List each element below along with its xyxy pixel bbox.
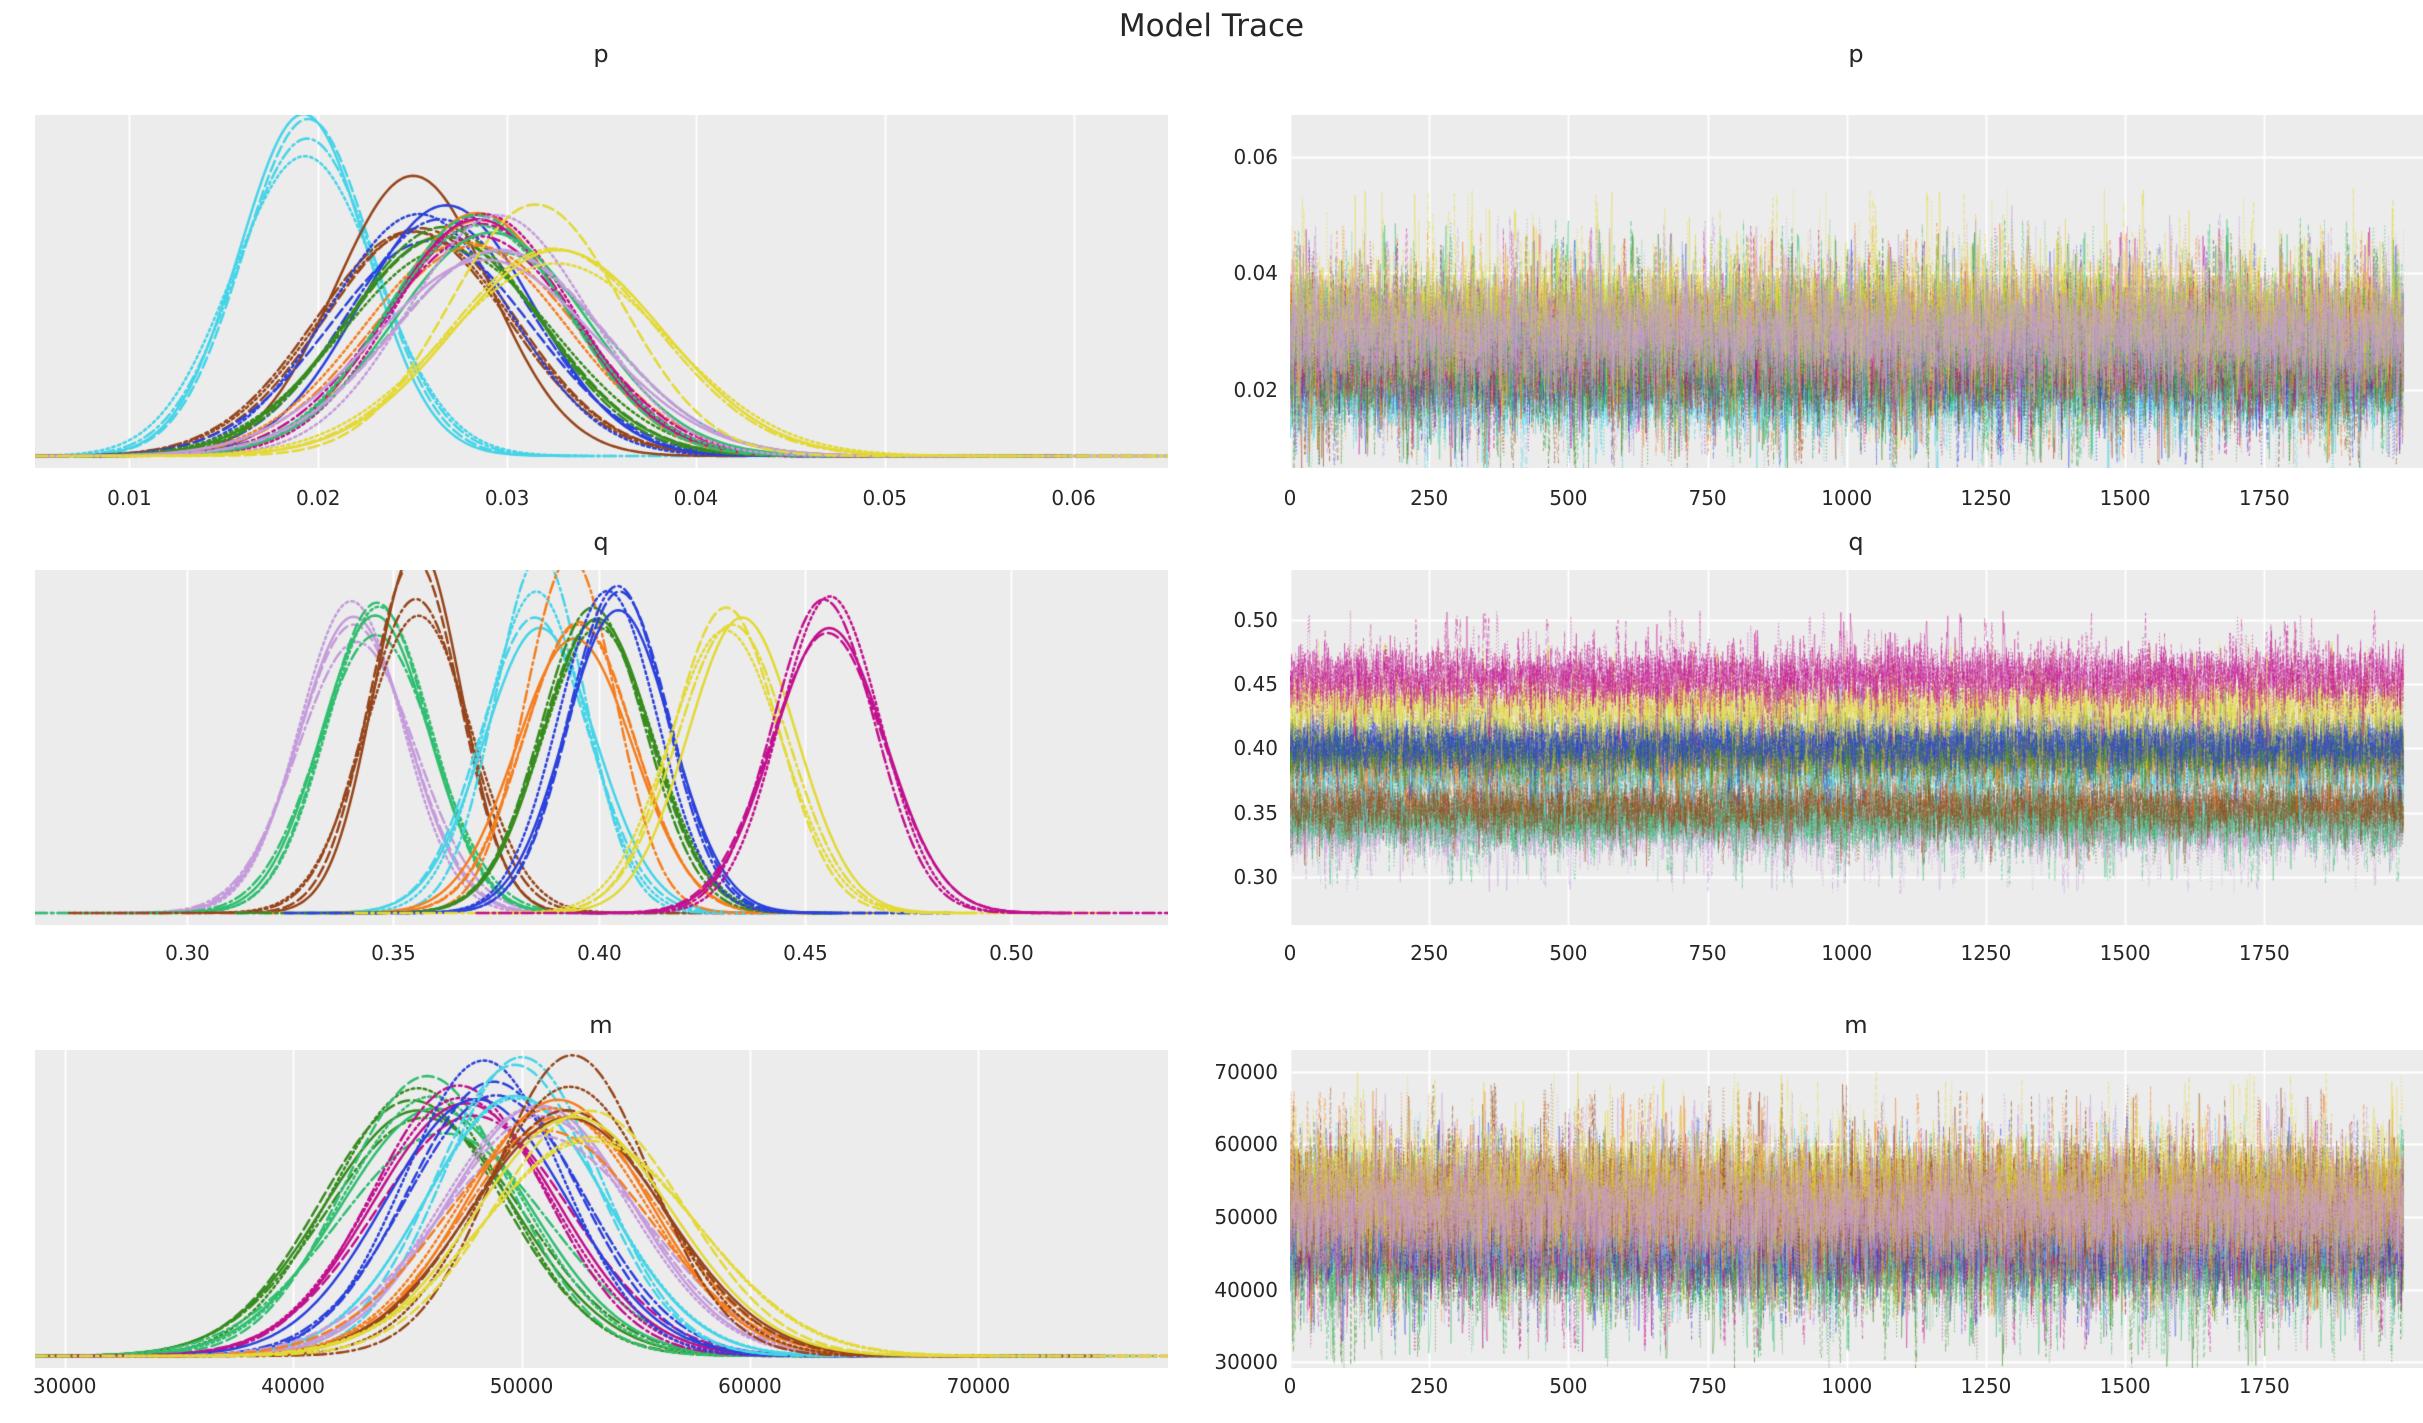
q-density-canvas — [35, 570, 1168, 925]
panel-title-q-density: q — [593, 528, 609, 556]
q-trace-canvas — [1290, 570, 2423, 925]
x-tick-label: 50000 — [489, 1374, 554, 1398]
x-tick-label: 500 — [1549, 1374, 1588, 1398]
x-tick-label: 1000 — [1821, 486, 1873, 510]
x-tick-label: 250 — [1410, 941, 1449, 965]
panel-title-q-trace: q — [1848, 528, 1864, 556]
p-density-canvas — [35, 115, 1168, 468]
y-tick-label: 0.04 — [1233, 261, 1278, 286]
x-tick-label: 40000 — [261, 1374, 325, 1398]
x-tick-label: 250 — [1410, 486, 1449, 510]
x-tick-label: 500 — [1549, 941, 1588, 965]
panel-title-p-density: p — [593, 40, 609, 68]
x-tick-label: 1750 — [2238, 486, 2290, 510]
p-trace-canvas — [1290, 115, 2423, 468]
x-tick-label: 0.45 — [783, 941, 828, 965]
x-tick-label: 1750 — [2238, 941, 2290, 965]
x-tick-label: 250 — [1410, 1374, 1449, 1398]
x-tick-label: 1000 — [1821, 1374, 1873, 1398]
panel-m-trace — [1290, 1050, 2423, 1368]
x-tick-label: 0.40 — [577, 941, 622, 965]
panel-title-p-trace: p — [1848, 40, 1864, 68]
y-tick-label: 0.30 — [1233, 864, 1278, 889]
x-tick-label: 0.04 — [673, 486, 719, 510]
y-tick-label: 40000 — [1214, 1277, 1278, 1302]
y-tick-label: 0.35 — [1233, 800, 1278, 825]
y-tick-label: 0.45 — [1233, 672, 1278, 697]
x-tick-label: 0.03 — [484, 486, 530, 510]
panel-m-density — [35, 1050, 1168, 1368]
y-tick-label: 0.40 — [1233, 736, 1278, 761]
x-tick-label: 30000 — [32, 1374, 97, 1398]
m-density-canvas — [35, 1050, 1168, 1368]
x-tick-label: 0.06 — [1051, 486, 1096, 510]
y-tick-label: 0.06 — [1233, 144, 1278, 169]
x-tick-label: 0.30 — [165, 941, 210, 965]
y-tick-label: 60000 — [1214, 1132, 1278, 1157]
x-tick-label: 1500 — [2099, 941, 2151, 965]
x-tick-label: 0.35 — [371, 941, 416, 965]
panel-q-trace — [1290, 570, 2423, 925]
x-tick-label: 0 — [1283, 1374, 1297, 1398]
x-tick-label: 750 — [1688, 941, 1727, 965]
x-tick-label: 750 — [1688, 1374, 1727, 1398]
panel-title-m-trace: m — [1844, 1011, 1868, 1039]
x-tick-label: 0.50 — [989, 941, 1034, 965]
x-tick-label: 750 — [1688, 486, 1727, 510]
y-tick-label: 70000 — [1214, 1059, 1278, 1084]
figure-title: Model Trace — [1118, 8, 1305, 44]
x-tick-label: 1250 — [1960, 486, 2012, 510]
x-tick-label: 0.05 — [862, 486, 908, 510]
panel-p-trace — [1290, 115, 2423, 468]
x-tick-label: 0.01 — [107, 486, 152, 510]
x-tick-label: 1000 — [1821, 941, 1873, 965]
x-tick-label: 70000 — [946, 1374, 1011, 1398]
x-tick-label: 1500 — [2099, 1374, 2151, 1398]
y-tick-label: 0.02 — [1233, 377, 1278, 402]
m-trace-canvas — [1290, 1050, 2423, 1368]
x-tick-label: 1500 — [2099, 486, 2151, 510]
x-tick-label: 0.02 — [295, 486, 341, 510]
x-tick-label: 1250 — [1960, 941, 2012, 965]
x-tick-label: 500 — [1549, 486, 1588, 510]
y-tick-label: 0.50 — [1233, 607, 1278, 632]
x-tick-label: 0 — [1283, 486, 1297, 510]
panel-title-m-density: m — [589, 1011, 613, 1039]
panel-p-density — [35, 115, 1168, 468]
y-tick-label: 30000 — [1214, 1350, 1278, 1375]
x-tick-label: 60000 — [718, 1374, 782, 1398]
y-tick-label: 50000 — [1214, 1204, 1278, 1229]
x-tick-label: 1250 — [1960, 1374, 2012, 1398]
x-tick-label: 1750 — [2238, 1374, 2290, 1398]
panel-q-density — [35, 570, 1168, 925]
x-tick-label: 0 — [1283, 941, 1297, 965]
